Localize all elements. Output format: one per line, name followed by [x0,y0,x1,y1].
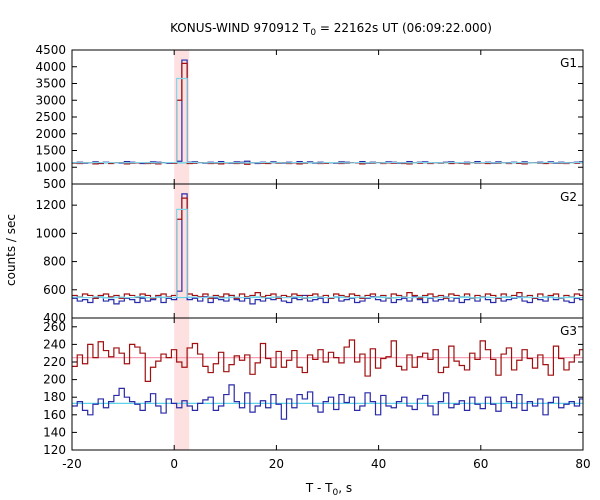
y-tick-label: 180 [43,390,66,404]
y-tick-label: 1500 [35,144,66,158]
series-g1-2 [72,77,583,164]
y-tick-label: 260 [43,320,66,334]
chart-title-rest: = 22162s UT (06:09:22.000) [316,21,492,35]
y-tick-label: 1000 [35,160,66,174]
y-tick-label: 2500 [35,110,66,124]
y-tick-label: 1000 [35,226,66,240]
x-axis-title-subscript: 0 [333,488,339,498]
chart-title: KONUS-WIND 970912 T0 = 22162s UT (06:09:… [170,21,492,38]
x-tick-label: 20 [269,457,284,471]
y-tick-label: 600 [43,283,66,297]
y-tick-label: 400 [43,311,66,325]
y-tick-label: 120 [43,443,66,457]
x-axis-title-main: T - T [305,481,333,495]
series-g1-0 [72,59,583,165]
chart-title-main: KONUS-WIND 970912 T [170,21,311,35]
y-tick-label: 500 [43,177,66,191]
x-tick-label: 0 [170,457,178,471]
x-tick-label: -20 [62,457,82,471]
y-tick-label: 3000 [35,93,66,107]
y-tick-label: 3500 [35,77,66,91]
panel-g3-frame [71,317,584,451]
y-axis-title: counts / sec [4,214,18,286]
chart-title-subscript: 0 [310,28,316,38]
series-g2-2 [72,208,583,299]
y-tick-label: 800 [43,255,66,269]
series-g2-0 [72,193,583,305]
y-tick-label: 240 [43,337,66,351]
x-axis-title-rest: , s [338,481,352,495]
series-layer [72,59,583,420]
panel-g1-plot [72,59,583,165]
y-tick-label: 220 [43,355,66,369]
y-tick-label: 4000 [35,60,66,74]
y-tick-label: 2000 [35,127,66,141]
y-tick-label: 160 [43,408,66,422]
panel-label-g2: G2 [560,190,577,204]
series-g1-1 [72,62,583,165]
y-tick-label: 4500 [35,43,66,57]
frame-layer [71,49,584,451]
series-g2-1 [72,197,583,299]
tick-layer: 45004000350030002500200015001000500G1120… [35,43,590,471]
x-axis-title: T - T0, s [305,481,352,498]
x-tick-label: 80 [575,457,590,471]
series-g3-0 [72,339,583,382]
panel-label-g1: G1 [560,56,577,70]
series-g3-1 [72,384,583,420]
x-tick-label: 40 [371,457,386,471]
panel-g2-plot [72,193,583,305]
x-tick-label: 60 [473,457,488,471]
panel-g3-plot [72,339,583,420]
y-tick-label: 140 [43,425,66,439]
y-tick-label: 1200 [35,198,66,212]
panel-label-g3: G3 [560,324,577,338]
y-tick-label: 200 [43,373,66,387]
